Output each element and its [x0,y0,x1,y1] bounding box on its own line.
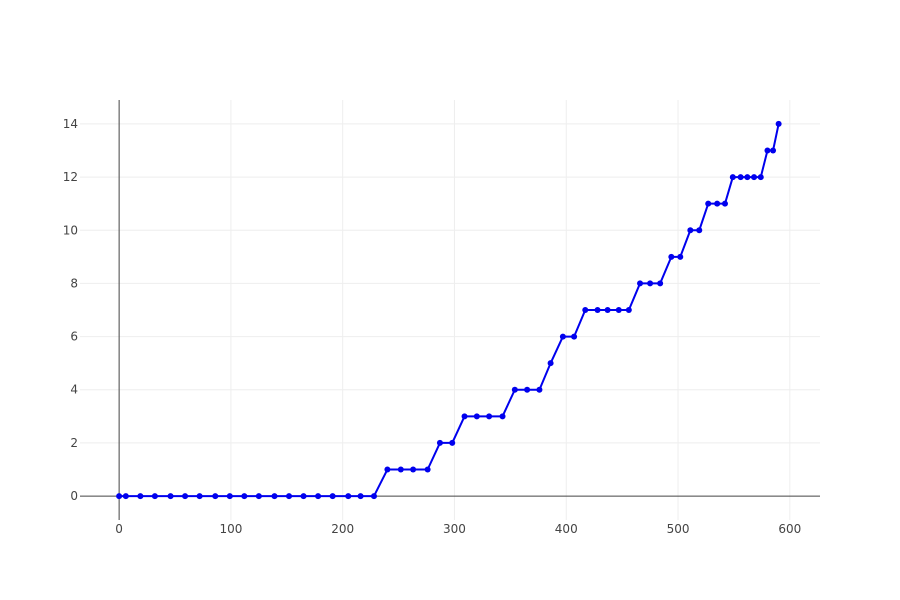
data-point [226,493,233,500]
data-point [167,493,174,500]
data-point [255,493,262,500]
x-tick-label: 200 [331,522,354,536]
grid [80,100,820,520]
data-point [729,174,736,181]
data-point [424,466,431,473]
y-tick-label: 2 [70,436,78,450]
data-point [300,493,307,500]
data-point [547,360,554,367]
data-point [764,147,771,154]
data-point [449,439,456,446]
data-point [286,493,293,500]
plot-area [116,120,782,500]
data-point [384,466,391,473]
data-point [775,120,782,127]
y-tick-label: 10 [63,223,78,237]
data-point [473,413,480,420]
data-point [625,307,632,313]
data-point [751,174,758,181]
data-point [637,280,644,287]
data-point [182,493,189,500]
data-point [677,253,684,260]
data-point [357,493,364,500]
data-point [315,493,322,500]
data-point [524,386,531,393]
y-tick-label: 14 [63,117,78,131]
data-point [137,493,144,500]
data-point [345,493,352,500]
data-point [770,147,777,154]
data-point [241,493,248,500]
data-point [721,200,728,207]
data-point [151,493,158,500]
x-tick-labels: 0 100 200 300 400 500 600 [115,522,801,536]
y-tick-label: 12 [63,170,78,184]
data-point [757,174,764,181]
data-point [212,493,219,500]
data-point [511,386,518,393]
y-tick-label: 0 [70,489,78,503]
x-tick-label: 400 [555,522,578,536]
x-tick-label: 500 [667,522,690,536]
data-point [486,413,493,420]
data-point [461,413,468,420]
x-tick-label: 300 [443,522,466,536]
data-point [668,253,675,260]
data-point [744,174,751,181]
data-point [647,280,654,287]
y-tick-label: 6 [70,330,78,344]
x-tick-label: 600 [778,522,801,536]
data-point [705,200,712,207]
series-line [119,123,780,498]
data-point [271,493,278,500]
data-point [687,227,694,234]
data-point [657,280,664,287]
data-point [370,493,377,500]
data-point [196,493,203,500]
data-point [397,466,404,473]
data-point [116,493,123,500]
data-point [696,227,703,234]
data-point [410,466,417,473]
x-tick-label: 100 [219,522,242,536]
data-point [615,307,622,313]
y-tick-label: 4 [70,383,78,397]
y-tick-label: 8 [70,276,78,290]
data-point [594,307,601,313]
y-tick-labels: 0 2 4 6 8 10 12 14 [63,117,78,503]
data-point [571,333,578,340]
data-point [122,493,129,500]
data-point [714,200,721,207]
x-tick-label: 0 [115,522,123,536]
data-point [499,413,506,420]
data-point [536,386,543,393]
data-point [604,307,611,313]
data-point [582,307,589,313]
data-point [559,333,566,340]
data-point [329,493,336,500]
data-point [737,174,744,181]
data-point [436,439,443,446]
